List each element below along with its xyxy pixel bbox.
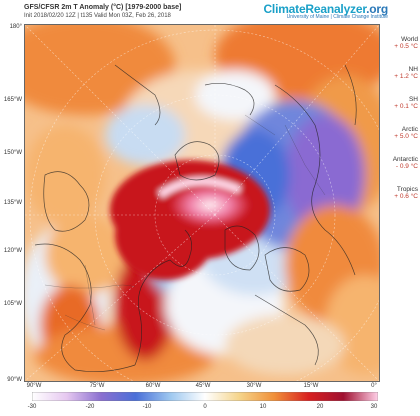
y-tick-label: 105°W — [3, 301, 22, 307]
stat-sh: SH + 0.1 °C — [394, 96, 418, 110]
anomaly-field — [25, 25, 379, 381]
map-title: GFS/CFSR 2m T Anomaly (°C) [1979-2000 ba… — [24, 4, 182, 11]
coastlines — [34, 64, 357, 372]
y-tick-label: 150°W — [3, 150, 22, 156]
colorbar — [32, 392, 378, 401]
y-tick-label: 135°W — [3, 200, 22, 206]
map-header: GFS/CFSR 2m T Anomaly (°C) [1979-2000 ba… — [24, 2, 420, 22]
x-tick-label: 15°W — [303, 383, 319, 389]
graticule — [25, 25, 379, 381]
map-subtitle: Init 2018/02/20 12Z | t135 Valid Mon 03Z… — [24, 13, 171, 19]
brand-logo[interactable]: ClimateReanalyzer.org University of Main… — [263, 2, 388, 20]
brand-name: ClimateReanalyzer.org — [263, 2, 388, 16]
x-tick-label: 45°W — [195, 383, 211, 389]
x-tick-label: 60°W — [145, 383, 161, 389]
x-tick-label: 90°W — [26, 383, 42, 389]
arctic-warm-anomaly — [110, 160, 270, 280]
x-tick-label: 75°W — [89, 383, 105, 389]
y-tick-label: 90°W — [7, 377, 22, 383]
anomaly-map — [24, 24, 380, 382]
colorbar-label: -30 — [27, 404, 37, 410]
colorbar-strip — [32, 392, 378, 401]
stat-nh: NH + 1.2 °C — [394, 66, 418, 80]
stat-tropics: Tropics + 0.6 °C — [394, 186, 418, 200]
stat-arctic: Arctic + 5.0 °C — [394, 126, 418, 140]
colorbar-label: 20 — [316, 404, 324, 410]
colorbar-label: -20 — [85, 404, 95, 410]
x-tick-label: 0° — [371, 383, 377, 389]
country-borders — [44, 114, 326, 331]
stat-antarctic: Antarctic - 0.9 °C — [392, 156, 418, 170]
anomaly-blobs — [25, 25, 379, 381]
y-tick-label: 165°W — [3, 97, 22, 103]
x-tick-label: 30°W — [246, 383, 262, 389]
colorbar-label: 30 — [370, 404, 378, 410]
colorbar-label: 0 — [203, 404, 207, 410]
y-tick-label: 120°W — [3, 248, 22, 254]
colorbar-label: -10 — [142, 404, 152, 410]
colorbar-label: 10 — [259, 404, 267, 410]
y-tick-label: 180° — [9, 24, 22, 30]
stat-world: World + 0.5 °C — [394, 36, 418, 50]
brand-subtitle: University of Maine | Climate Change Ins… — [286, 14, 388, 20]
